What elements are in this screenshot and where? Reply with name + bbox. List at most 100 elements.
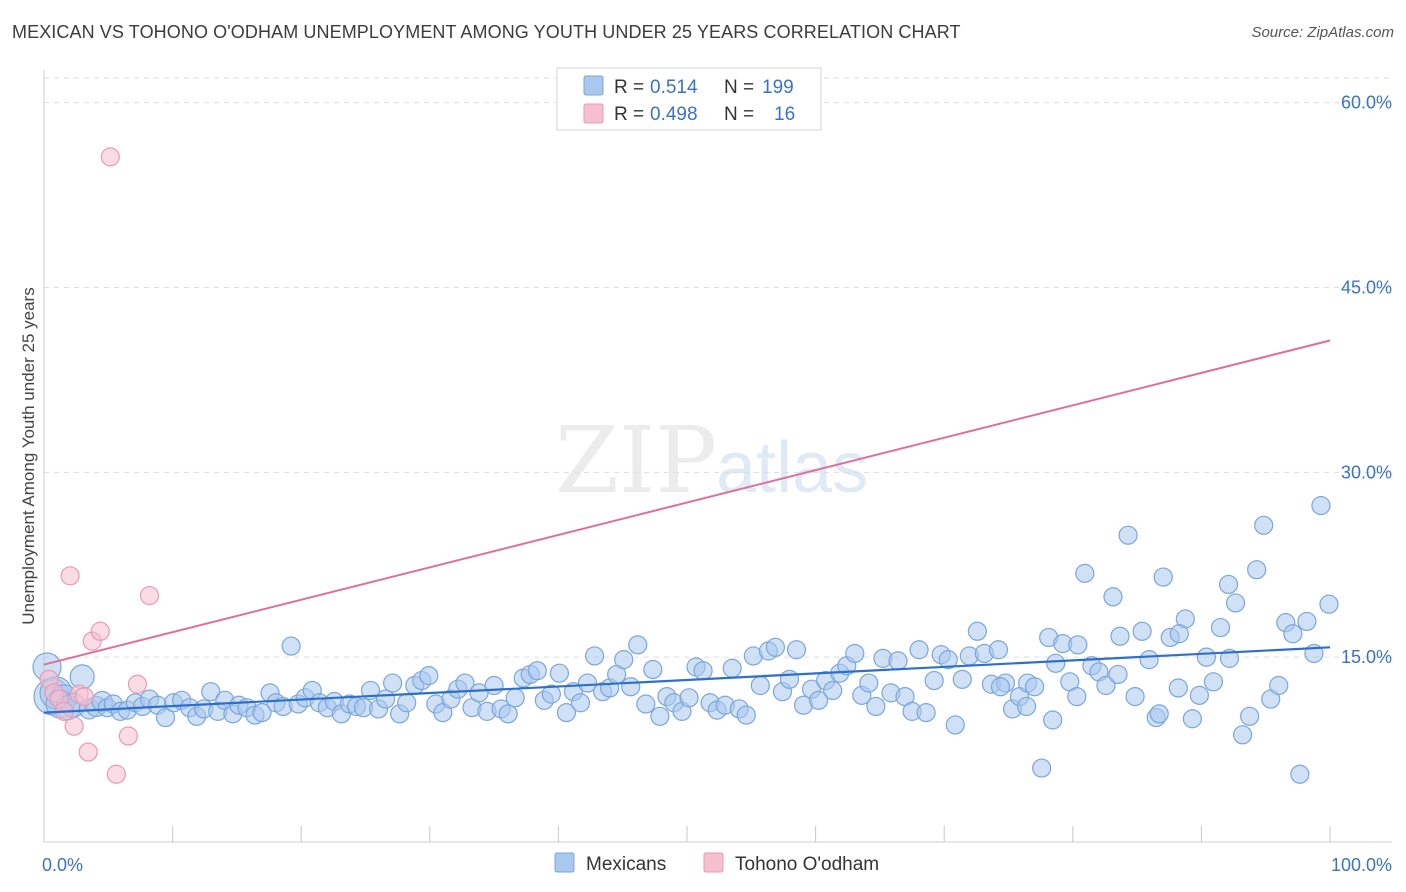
data-point-mexicans	[1032, 758, 1052, 778]
y-tick-label: 45.0%	[1341, 277, 1392, 297]
data-point-mexicans	[650, 706, 670, 726]
data-point-tohono	[60, 566, 80, 586]
data-point-tohono	[100, 147, 120, 167]
legend-bottom-swatch-tohono	[703, 852, 724, 873]
data-point-mexicans	[1110, 626, 1130, 646]
data-point-mexicans	[375, 689, 396, 709]
legend-bottom-label-tohono: Tohono O'odham	[735, 854, 879, 875]
data-point-mexicans	[419, 666, 439, 686]
y-tick-label: 30.0%	[1341, 462, 1392, 482]
legend-top: R = 0.514 N = 199 R = 0.498 N = 16	[556, 67, 822, 131]
data-point-mexicans	[1169, 624, 1189, 644]
data-point-mexicans	[909, 640, 929, 660]
y-axis-title: Unemployment Among Youth under 25 years	[19, 287, 38, 624]
data-point-mexicans	[1247, 560, 1267, 580]
data-point-mexicans	[866, 696, 886, 717]
y-tick-label: 15.0%	[1341, 647, 1392, 667]
x-tick-label-min: 0.0%	[42, 855, 83, 875]
data-point-mexicans	[570, 693, 591, 713]
data-point-mexicans	[556, 703, 577, 723]
data-point-mexicans	[1046, 653, 1066, 673]
data-point-mexicans	[1016, 696, 1037, 717]
data-point-mexicans	[823, 680, 843, 701]
data-point-mexicans	[1075, 563, 1095, 583]
data-point-mexicans	[1218, 574, 1239, 595]
data-point-mexicans	[786, 640, 807, 660]
data-point-mexicans	[990, 677, 1011, 697]
watermark-atlas: atlas	[716, 428, 868, 508]
data-point-mexicans	[1225, 593, 1246, 613]
data-point-mexicans	[988, 640, 1009, 660]
legend-swatch-blue	[583, 75, 604, 96]
data-point-mexicans	[1139, 650, 1159, 670]
data-point-mexicans	[252, 703, 272, 723]
data-point-mexicans	[1232, 725, 1253, 745]
data-point-mexicans	[155, 707, 176, 728]
legend-bottom-label-mexicans: Mexicans	[586, 854, 666, 875]
data-point-mexicans	[952, 669, 972, 689]
data-point-mexicans	[765, 637, 786, 657]
x-axis-ticks	[43, 826, 1331, 842]
data-point-mexicans	[498, 704, 518, 724]
data-point-tohono	[118, 726, 138, 746]
trend-line-mexicans	[43, 646, 1331, 714]
data-point-mexicans	[1067, 686, 1087, 707]
data-point-mexicans	[541, 684, 561, 704]
data-point-mexicans	[1132, 621, 1152, 641]
data-point-tohono	[106, 764, 126, 784]
data-point-mexicans	[924, 670, 944, 691]
data-point-mexicans	[1196, 647, 1217, 667]
data-point-mexicans	[614, 650, 634, 670]
grid-lines	[44, 77, 1392, 658]
data-point-mexicans	[809, 690, 829, 710]
data-point-mexicans	[736, 705, 756, 725]
data-point-mexicans	[1118, 525, 1138, 545]
watermark-zip: ZIP	[555, 407, 717, 514]
data-point-mexicans	[621, 677, 641, 697]
data-point-mexicans	[938, 650, 958, 670]
data-point-mexicans	[1269, 675, 1289, 696]
y-tick-label: 60.0%	[1341, 93, 1392, 113]
data-point-mexicans	[1125, 686, 1145, 707]
data-point-mexicans	[1297, 611, 1317, 632]
legend-n-label-blue: N =	[724, 77, 754, 98]
data-point-mexicans	[967, 621, 987, 641]
y-axis-tick-labels: 15.0% 30.0% 45.0% 60.0%	[1341, 93, 1392, 668]
legend-n-label-pink: N =	[724, 104, 754, 125]
data-point-mexicans	[1290, 764, 1310, 784]
data-point-mexicans	[1319, 594, 1339, 614]
data-point-mexicans	[1311, 495, 1331, 516]
data-point-mexicans	[693, 661, 713, 681]
data-point-mexicans	[527, 661, 547, 681]
data-point-mexicans	[888, 651, 908, 671]
data-point-mexicans	[1168, 678, 1188, 698]
legend-bottom: Mexicans Tohono O'odham	[554, 852, 879, 875]
data-point-tohono	[90, 621, 110, 641]
data-point-tohono	[64, 716, 84, 736]
data-point-mexicans	[1043, 710, 1063, 730]
data-point-mexicans	[1108, 664, 1128, 685]
data-point-mexicans	[383, 673, 403, 693]
data-point-mexicans	[1210, 617, 1231, 638]
source-credit: Source: ZipAtlas.com	[1251, 24, 1394, 41]
data-point-mexicans	[643, 659, 663, 680]
data-point-mexicans	[945, 715, 965, 735]
data-point-mexicans	[1068, 635, 1088, 655]
data-point-mexicans	[1254, 515, 1274, 535]
data-point-mexicans	[1203, 672, 1224, 692]
data-point-mexicans	[1103, 587, 1123, 607]
legend-r-label-blue: R =	[614, 77, 644, 98]
legend-n-value-pink: 16	[774, 104, 795, 125]
chart-title: MEXICAN VS TOHONO O'ODHAM UNEMPLOYMENT A…	[12, 22, 961, 42]
legend-r-label-pink: R =	[614, 104, 644, 125]
watermark: ZIP atlas	[555, 407, 868, 514]
data-point-tohono	[127, 674, 148, 694]
data-point-tohono	[139, 585, 160, 606]
data-point-mexicans	[1096, 675, 1116, 696]
data-point-mexicans	[679, 688, 699, 708]
data-point-mexicans	[628, 635, 648, 655]
data-point-mexicans	[505, 688, 525, 708]
data-point-mexicans	[1283, 624, 1303, 644]
data-point-mexicans	[1025, 677, 1045, 697]
